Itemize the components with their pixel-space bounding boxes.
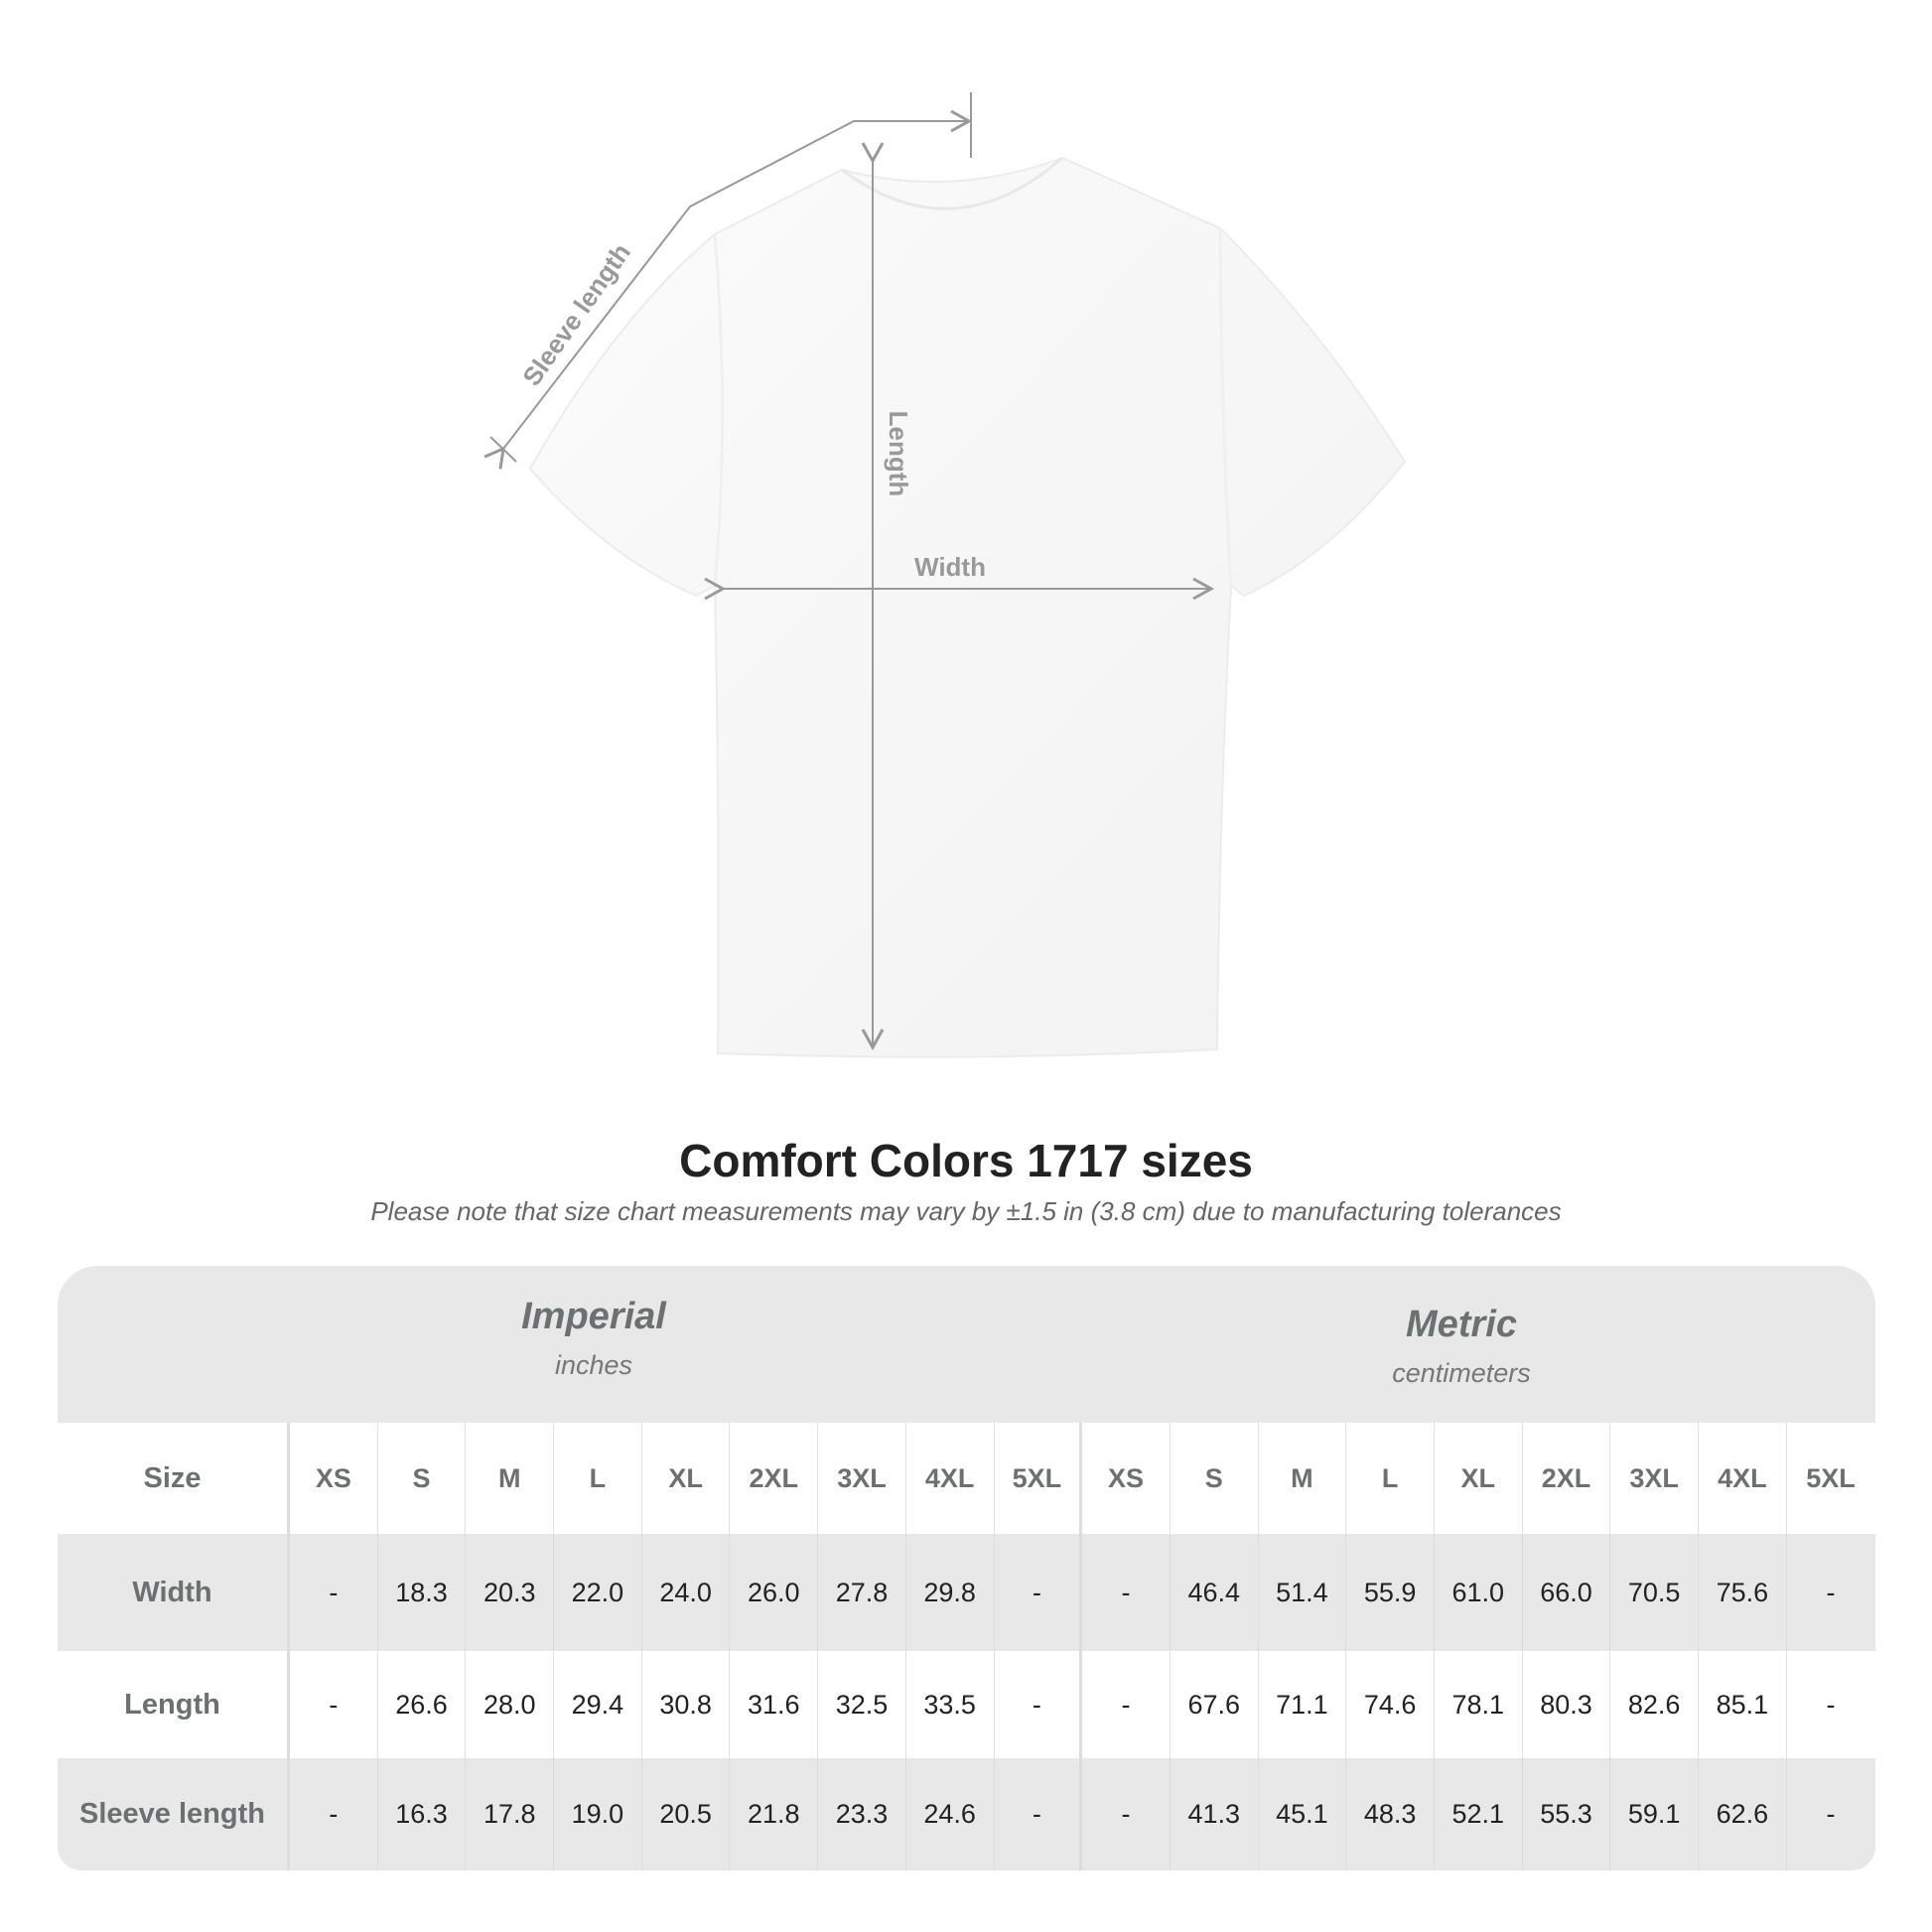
table-cell: 22.0 bbox=[554, 1534, 642, 1651]
table-cell: - bbox=[290, 1758, 378, 1870]
row-label: Size bbox=[58, 1423, 290, 1534]
table-cell: 29.8 bbox=[906, 1534, 995, 1651]
size-header-cell: 2XL bbox=[1523, 1423, 1611, 1534]
length-label: Length bbox=[884, 411, 913, 497]
table-cell: 52.1 bbox=[1435, 1758, 1523, 1870]
table-cell: 26.6 bbox=[378, 1651, 467, 1758]
width-label: Width bbox=[914, 552, 986, 582]
table-cell: 18.3 bbox=[378, 1534, 467, 1651]
table-cell: 67.6 bbox=[1171, 1651, 1259, 1758]
table-cell: - bbox=[1826, 1689, 1836, 1720]
size-header-cell: 3XL bbox=[818, 1423, 906, 1534]
page-title: Comfort Colors 1717 sizes bbox=[679, 1135, 1253, 1186]
table-cell: 61.0 bbox=[1435, 1534, 1523, 1651]
metric-header: Metric centimeters bbox=[1392, 1304, 1531, 1388]
table-cell: - bbox=[995, 1758, 1083, 1870]
size-header-cell: M bbox=[1259, 1423, 1347, 1534]
table-cell: - bbox=[1826, 1799, 1836, 1829]
size-header-cell: M bbox=[466, 1423, 555, 1534]
table-cell: 62.6 bbox=[1699, 1758, 1787, 1870]
table-cell: 66.0 bbox=[1523, 1534, 1611, 1651]
table-cell: 48.3 bbox=[1346, 1758, 1435, 1870]
table-cell: 74.6 bbox=[1346, 1651, 1435, 1758]
table-cell: 59.1 bbox=[1610, 1758, 1699, 1870]
size-header-cell: XS bbox=[290, 1423, 378, 1534]
table-cell: 75.6 bbox=[1699, 1534, 1787, 1651]
table-cell: 23.3 bbox=[818, 1758, 906, 1870]
table-cell: 28.0 bbox=[466, 1651, 555, 1758]
table-cell: 21.8 bbox=[730, 1758, 819, 1870]
table-cell: 51.4 bbox=[1259, 1534, 1347, 1651]
table-row: Length -26.6 28.0 29.4 30.8 31.6 32.5 33.5- -67.… bbox=[58, 1651, 1875, 1758]
size-header-cell: 2XL bbox=[730, 1423, 819, 1534]
table-cell: 55.9 bbox=[1346, 1534, 1435, 1651]
size-header-cell: XL bbox=[642, 1423, 731, 1534]
table-cell: 32.5 bbox=[818, 1651, 906, 1758]
table-cell: - bbox=[1082, 1758, 1171, 1870]
table-row: Sleeve length -16.3 17.8 19.0 20.5 21.8 23.3 24… bbox=[58, 1758, 1875, 1870]
table-cell: 46.4 bbox=[1171, 1534, 1259, 1651]
size-header-cell: XS bbox=[1082, 1423, 1171, 1534]
table-cell: 24.6 bbox=[906, 1758, 995, 1870]
table-cell: - bbox=[1082, 1651, 1171, 1758]
table-cell: - bbox=[290, 1651, 378, 1758]
table-cell: 31.6 bbox=[730, 1651, 819, 1758]
table-cell: 19.0 bbox=[554, 1758, 642, 1870]
size-header-cell: S bbox=[1171, 1423, 1259, 1534]
table-cell: 17.8 bbox=[466, 1758, 555, 1870]
row-label: Length bbox=[58, 1651, 290, 1758]
table-cell: 85.1 bbox=[1699, 1651, 1787, 1758]
row-label: Width bbox=[58, 1534, 290, 1651]
size-header-cell: 4XL bbox=[1699, 1423, 1787, 1534]
tolerance-note: Please note that size chart measurements… bbox=[370, 1196, 1562, 1226]
sleeve-arrow bbox=[483, 109, 973, 470]
table-cell: 82.6 bbox=[1610, 1651, 1699, 1758]
table-cell: 29.4 bbox=[554, 1651, 642, 1758]
unit-header: Imperial inches Metric centimeters bbox=[58, 1266, 1875, 1423]
table-cell: - bbox=[290, 1534, 378, 1651]
size-header-cell: L bbox=[1346, 1423, 1435, 1534]
table-row: Width -18.3 20.3 22.0 24.0 26.0 27.8 29.8- -46.4… bbox=[58, 1534, 1875, 1651]
imperial-header: Imperial inches bbox=[521, 1296, 666, 1380]
size-header-cell: 4XL bbox=[906, 1423, 995, 1534]
table-cell: - bbox=[995, 1651, 1083, 1758]
row-label: Sleeve length bbox=[58, 1758, 290, 1870]
size-header-cell: 5XL bbox=[1806, 1462, 1856, 1493]
table-cell: - bbox=[995, 1534, 1083, 1651]
table-cell: 71.1 bbox=[1259, 1651, 1347, 1758]
table-cell: 27.8 bbox=[818, 1534, 906, 1651]
table-cell: - bbox=[1082, 1534, 1171, 1651]
table-cell: 55.3 bbox=[1523, 1758, 1611, 1870]
size-header-cell: 5XL bbox=[995, 1423, 1083, 1534]
tshirt-image bbox=[528, 156, 1407, 1058]
size-header-cell: L bbox=[554, 1423, 642, 1534]
table-cell: 16.3 bbox=[378, 1758, 467, 1870]
size-header-cell: S bbox=[378, 1423, 467, 1534]
table-cell: 70.5 bbox=[1610, 1534, 1699, 1651]
table-cell: 45.1 bbox=[1259, 1758, 1347, 1870]
table-cell: 41.3 bbox=[1171, 1758, 1259, 1870]
table-cell: 33.5 bbox=[906, 1651, 995, 1758]
table-cell: 24.0 bbox=[642, 1534, 731, 1651]
table-cell: 20.3 bbox=[466, 1534, 555, 1651]
size-header-cell: 3XL bbox=[1610, 1423, 1699, 1534]
size-table: Imperial inches Metric centimeters Size X… bbox=[58, 1266, 1875, 1870]
table-cell: 20.5 bbox=[642, 1758, 731, 1870]
table-cell: 30.8 bbox=[642, 1651, 731, 1758]
size-header-row: Size XS S M L XL 2XL 3XL 4XL 5XL XS S M L XL 2XL 3XL 4XL 5… bbox=[58, 1423, 1875, 1534]
table-cell: 80.3 bbox=[1523, 1651, 1611, 1758]
size-header-cell: XL bbox=[1435, 1423, 1523, 1534]
table-cell: - bbox=[1826, 1577, 1836, 1607]
tshirt-diagram: Width Length Sleeve length bbox=[483, 92, 1407, 1058]
table-cell: 26.0 bbox=[730, 1534, 819, 1651]
table-cell: 78.1 bbox=[1435, 1651, 1523, 1758]
